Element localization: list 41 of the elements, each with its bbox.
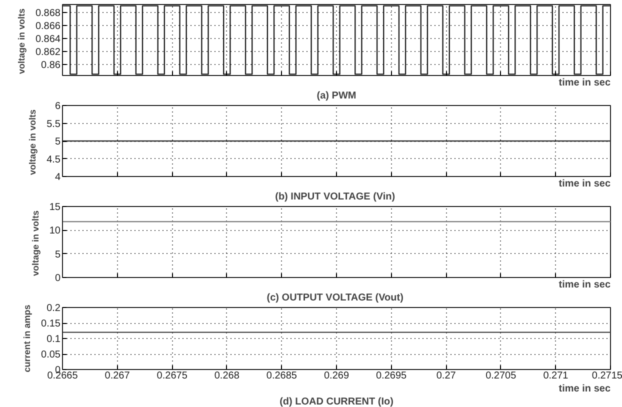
y-tick-label: 0.2 <box>46 303 61 314</box>
y-tick-label: 0.86 <box>41 60 61 71</box>
x-axis-title: time in sec <box>558 384 611 394</box>
y-axis-title: voltage in volts <box>30 210 40 276</box>
x-tick-label: 0.271 <box>543 370 569 382</box>
y-tick-label: 6 <box>54 101 61 112</box>
text: (d) LOAD CURRENT (Io) <box>280 396 394 407</box>
text: (a) PWM <box>316 90 356 102</box>
y-tick-label: 5.5 <box>46 118 61 130</box>
x-tick-label: 0.2695 <box>376 370 408 382</box>
y-tick-label: 4 <box>54 172 61 183</box>
x-tick-label: 0.2705 <box>486 370 517 382</box>
x-tick-label: 0.27 <box>436 370 456 382</box>
y-tick-label: 5 <box>54 136 61 148</box>
y-tick-label: 0.864 <box>35 34 61 45</box>
y-tick-label: 0 <box>54 273 61 284</box>
x-tick-label: 0.269 <box>324 370 350 382</box>
y-tick-label: 0.868 <box>35 8 61 19</box>
x-tick-label: 0.2715 <box>592 370 622 382</box>
text: (b) INPUT VOLTAGE (Vin) <box>275 192 396 202</box>
x-tick-label: 0.268 <box>214 370 240 382</box>
y-axis-title: current in amps <box>22 304 32 372</box>
y-tick-label: 0.862 <box>35 46 61 58</box>
x-tick-label: 0.2675 <box>156 370 188 382</box>
y-tick-label: 15 <box>49 202 61 213</box>
y-tick-label: 0.866 <box>35 20 61 32</box>
y-axis-title: voltage in volts <box>16 8 26 74</box>
x-tick-label: 0.267 <box>104 370 130 382</box>
y-tick-label: 0.05 <box>41 350 61 360</box>
x-axis-title: time in sec <box>558 78 611 88</box>
y-tick-label: 10 <box>49 226 61 237</box>
y-tick-label: 0.15 <box>41 318 61 330</box>
x-tick-label: 0.2665 <box>47 370 78 382</box>
text: (c) OUTPUT VOLTAGE (Vout) <box>266 292 404 304</box>
x-tick-label: 0.2685 <box>266 370 298 382</box>
y-axis-title: voltage in volts <box>28 109 38 176</box>
x-axis-title: time in sec <box>558 280 611 290</box>
y-tick-label: 5 <box>54 249 61 260</box>
y-tick-label: 4.5 <box>46 154 61 166</box>
y-tick-label: 0.1 <box>46 334 61 345</box>
x-axis-title: time in sec <box>558 178 611 190</box>
